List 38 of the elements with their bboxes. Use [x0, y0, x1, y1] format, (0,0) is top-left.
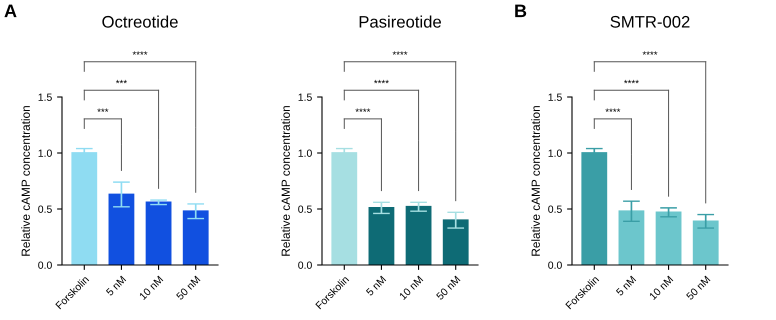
x-tick-label: 50 nM	[686, 276, 711, 300]
y-axis-title: Relative cAMP concentration	[281, 106, 290, 256]
y-tick-label: 1.0	[548, 150, 562, 157]
y-axis-title: Relative cAMP concentration	[531, 106, 540, 256]
text: ****	[132, 51, 148, 55]
y-tick-label: 1.5	[38, 94, 52, 101]
y-tick-label: 0.0	[548, 262, 562, 269]
x-tick-label: 5 nM	[106, 276, 126, 296]
annotation: ***	[97, 108, 108, 112]
y-tick-label: 0.0	[298, 262, 312, 269]
y-tick-label: 1.5	[548, 94, 562, 101]
text: A	[4, 4, 17, 18]
annotation: ****	[355, 108, 370, 112]
chart-title: Pasireotide	[360, 15, 441, 28]
y-tick-label: 1.0	[38, 150, 52, 157]
x-tick-label: 10 nM	[398, 276, 424, 300]
y-axis-title: Relative cAMP concentration	[21, 106, 30, 256]
x-tick-label: 50 nM	[176, 276, 201, 300]
x-tick-label: 5 nM	[366, 276, 386, 296]
text: ****	[642, 51, 658, 55]
text: ***	[116, 80, 127, 84]
y-tick-label: 0.5	[548, 206, 562, 213]
chart-title: SMTR-002	[610, 16, 690, 28]
y-tick-label: 0.5	[298, 206, 312, 213]
text: ****	[392, 51, 408, 55]
x-tick-label: 5 nM	[616, 276, 636, 296]
y-tick-label: 1.5	[298, 94, 312, 101]
text: ****	[374, 80, 389, 84]
x-tick-label: 10 nM	[648, 276, 674, 300]
annotation: ****	[605, 108, 620, 112]
y-tick-label: 0.5	[38, 206, 52, 213]
x-tick-label: 50 nM	[436, 276, 461, 300]
x-tick-label: 10 nM	[138, 276, 164, 300]
text: ****	[624, 80, 639, 84]
text: B	[515, 4, 526, 18]
y-tick-label: 0.0	[38, 262, 52, 269]
y-tick-label: 1.0	[298, 150, 312, 157]
chart-title: Octreotide	[102, 15, 178, 28]
